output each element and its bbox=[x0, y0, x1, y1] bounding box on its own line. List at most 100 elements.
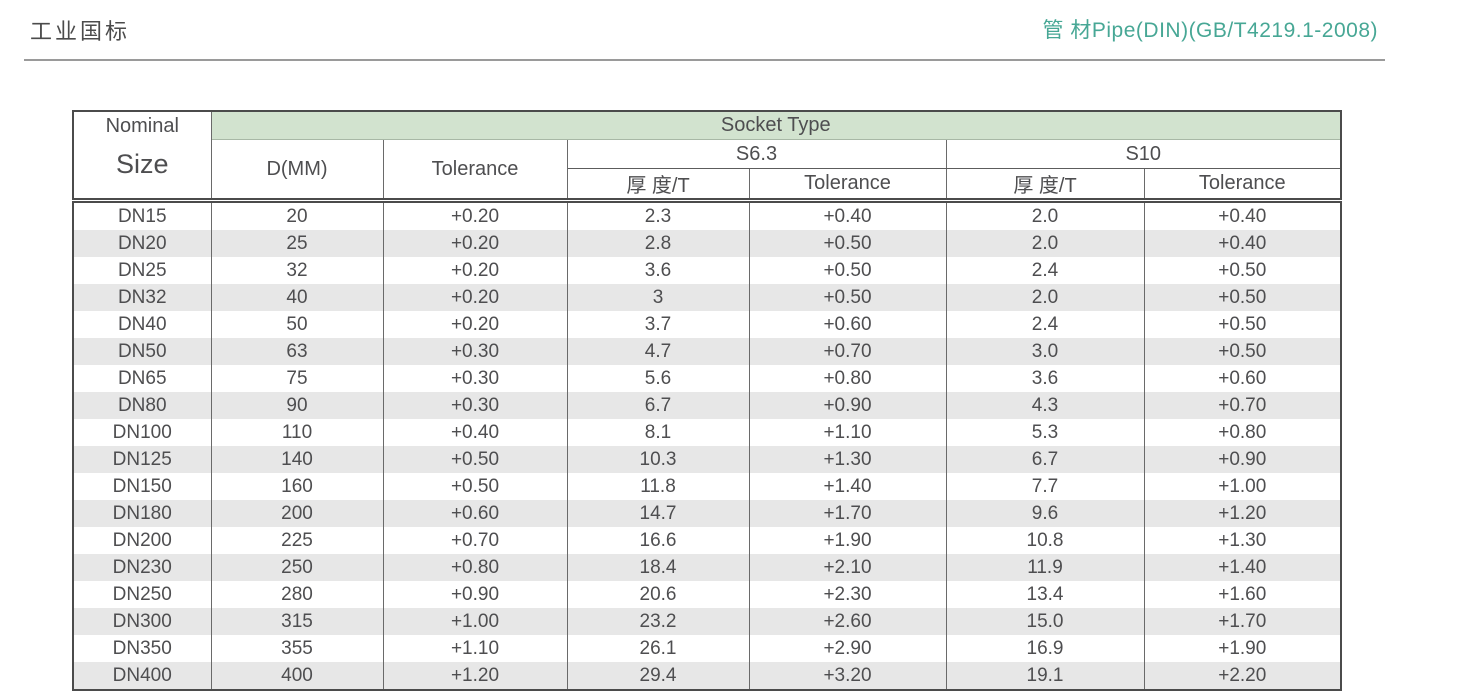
table-cell: DN200 bbox=[72, 527, 212, 554]
header-divider bbox=[24, 59, 1385, 61]
table-cell: +0.90 bbox=[1143, 446, 1342, 473]
page-header: 工业国标 管 材Pipe(DIN)(GB/T4219.1-2008) bbox=[0, 0, 1460, 46]
table-header: Nominal Size Socket Type D(MM) Tolerance… bbox=[72, 111, 1342, 203]
table-cell: 23.2 bbox=[566, 608, 750, 635]
table-cell: 3 bbox=[566, 284, 750, 311]
table-cell: 3.7 bbox=[566, 311, 750, 338]
table-cell: +1.60 bbox=[1143, 581, 1342, 608]
table-row: DN150 160 +0.50 11.8 +1.40 7.7 +1.00 bbox=[72, 473, 1342, 500]
table-cell: 63 bbox=[210, 338, 384, 365]
table-cell: DN65 bbox=[72, 365, 212, 392]
table-cell: +0.50 bbox=[382, 473, 568, 500]
table-cell: +0.70 bbox=[748, 338, 947, 365]
column-header-d-mm: D(MM) bbox=[210, 139, 384, 203]
table-cell: 110 bbox=[210, 419, 384, 446]
table-cell: DN180 bbox=[72, 500, 212, 527]
table-row: DN400 400 +1.20 29.4 +3.20 19.1 +2.20 bbox=[72, 662, 1342, 690]
table-cell: +0.50 bbox=[748, 284, 947, 311]
table-cell: 400 bbox=[210, 662, 384, 690]
table-cell: 355 bbox=[210, 635, 384, 662]
table-cell: +2.60 bbox=[748, 608, 947, 635]
table-cell: DN32 bbox=[72, 284, 212, 311]
table-cell: +0.70 bbox=[382, 527, 568, 554]
table-cell: +1.70 bbox=[1143, 608, 1342, 635]
table-cell: +0.50 bbox=[1143, 284, 1342, 311]
table-cell: +0.60 bbox=[382, 500, 568, 527]
column-header-s63-thickness: 厚 度/T bbox=[566, 168, 750, 203]
nominal-label: Nominal bbox=[105, 115, 179, 137]
table-cell: +0.20 bbox=[382, 230, 568, 257]
column-header-s63-tolerance: Tolerance bbox=[748, 168, 947, 203]
table-cell: 19.1 bbox=[945, 662, 1145, 690]
table-cell: 18.4 bbox=[566, 554, 750, 581]
table-cell: +0.40 bbox=[1143, 200, 1342, 230]
table-cell: +1.00 bbox=[1143, 473, 1342, 500]
table-cell: DN100 bbox=[72, 419, 212, 446]
table-cell: 140 bbox=[210, 446, 384, 473]
column-header-s10-tolerance: Tolerance bbox=[1143, 168, 1342, 203]
table-row: DN350 355 +1.10 26.1 +2.90 16.9 +1.90 bbox=[72, 635, 1342, 662]
table-cell: +1.40 bbox=[1143, 554, 1342, 581]
table-cell: 3.6 bbox=[945, 365, 1145, 392]
table-cell: 9.6 bbox=[945, 500, 1145, 527]
column-header-socket-type: Socket Type bbox=[210, 111, 1342, 140]
table-cell: 200 bbox=[210, 500, 384, 527]
table-cell: DN20 bbox=[72, 230, 212, 257]
table-row: DN15 20 +0.20 2.3 +0.40 2.0 +0.40 bbox=[72, 200, 1342, 230]
table-cell: +2.20 bbox=[1143, 662, 1342, 690]
table-cell: +0.80 bbox=[382, 554, 568, 581]
table-cell: 6.7 bbox=[945, 446, 1145, 473]
table-cell: +1.70 bbox=[748, 500, 947, 527]
table-cell: 40 bbox=[210, 284, 384, 311]
table-cell: 315 bbox=[210, 608, 384, 635]
table-cell: 7.7 bbox=[945, 473, 1145, 500]
table-cell: DN150 bbox=[72, 473, 212, 500]
pipe-spec-table: Nominal Size Socket Type D(MM) Tolerance… bbox=[72, 110, 1343, 691]
section-title: 管 材Pipe(DIN)(GB/T4219.1-2008) bbox=[1042, 19, 1378, 42]
table-cell: +3.20 bbox=[748, 662, 947, 690]
table-cell: +0.90 bbox=[748, 392, 947, 419]
table-cell: 6.7 bbox=[566, 392, 750, 419]
table-cell: 26.1 bbox=[566, 635, 750, 662]
table-cell: +0.30 bbox=[382, 338, 568, 365]
table-cell: 10.8 bbox=[945, 527, 1145, 554]
table-cell: +0.50 bbox=[382, 446, 568, 473]
table-cell: 5.3 bbox=[945, 419, 1145, 446]
table-cell: 2.0 bbox=[945, 200, 1145, 230]
table-cell: +0.60 bbox=[748, 311, 947, 338]
table-row: DN100 110 +0.40 8.1 +1.10 5.3 +0.80 bbox=[72, 419, 1342, 446]
table-cell: 14.7 bbox=[566, 500, 750, 527]
table-cell: DN25 bbox=[72, 257, 212, 284]
table-cell: +0.60 bbox=[1143, 365, 1342, 392]
table-cell: 3.0 bbox=[945, 338, 1145, 365]
table-cell: +1.30 bbox=[748, 446, 947, 473]
table-cell: +1.40 bbox=[748, 473, 947, 500]
table-cell: DN250 bbox=[72, 581, 212, 608]
table-cell: +2.10 bbox=[748, 554, 947, 581]
page-title: 工业国标 bbox=[30, 19, 131, 44]
table-cell: 250 bbox=[210, 554, 384, 581]
table-cell: +1.00 bbox=[382, 608, 568, 635]
table-cell: DN80 bbox=[72, 392, 212, 419]
table-cell: 15.0 bbox=[945, 608, 1145, 635]
table-cell: +2.90 bbox=[748, 635, 947, 662]
table-cell: +1.30 bbox=[1143, 527, 1342, 554]
table-cell: 280 bbox=[210, 581, 384, 608]
table-cell: 4.7 bbox=[566, 338, 750, 365]
table-cell: +1.20 bbox=[382, 662, 568, 690]
table-cell: +0.20 bbox=[382, 257, 568, 284]
table-row: DN180 200 +0.60 14.7 +1.70 9.6 +1.20 bbox=[72, 500, 1342, 527]
column-header-tolerance: Tolerance bbox=[382, 139, 568, 203]
table-cell: DN350 bbox=[72, 635, 212, 662]
table-cell: +0.50 bbox=[1143, 257, 1342, 284]
table-cell: 16.9 bbox=[945, 635, 1145, 662]
table-cell: DN50 bbox=[72, 338, 212, 365]
table-cell: +0.50 bbox=[748, 257, 947, 284]
table-cell: +0.20 bbox=[382, 311, 568, 338]
table-cell: 2.4 bbox=[945, 257, 1145, 284]
table-cell: +1.90 bbox=[748, 527, 947, 554]
table-cell: DN300 bbox=[72, 608, 212, 635]
table-cell: +0.40 bbox=[382, 419, 568, 446]
table-row: DN32 40 +0.20 3 +0.50 2.0 +0.50 bbox=[72, 284, 1342, 311]
table-cell: +1.90 bbox=[1143, 635, 1342, 662]
